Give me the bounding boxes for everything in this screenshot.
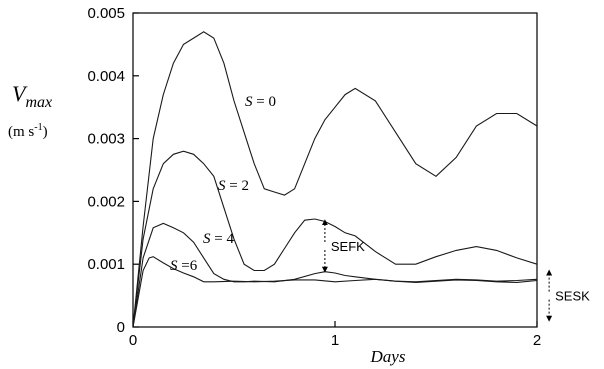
series-label-2: S = 4: [203, 231, 234, 247]
y-axis-label: Vmax: [12, 81, 52, 111]
y-axis-units-main: (m s: [8, 124, 34, 140]
series-label-symbol: S: [245, 94, 253, 110]
series-label-symbol: S: [218, 178, 226, 194]
y-axis-subscript: max: [25, 94, 52, 111]
y-axis-symbol: V: [12, 81, 28, 106]
y-tick-label: 0.002: [87, 193, 125, 210]
series-label-symbol: S: [203, 231, 211, 247]
y-axis-units: (m s-1): [8, 122, 48, 140]
y-tick-label: 0.003: [87, 131, 125, 148]
x-tick-label: 1: [331, 332, 339, 349]
series-lines: [132, 31, 538, 328]
series-line-3: [132, 256, 538, 328]
series-label-value: = 4: [211, 231, 235, 247]
series-label-0: S = 0: [245, 94, 276, 110]
series-label-value: = 0: [253, 94, 276, 110]
x-axis-label: Days: [370, 347, 406, 366]
annotation-label-sefk: SEFK: [331, 239, 365, 254]
y-tick-label: 0: [117, 319, 125, 336]
series-label-1: S = 2: [218, 178, 249, 194]
y-axis-units-close: ): [43, 124, 48, 140]
x-tick-label: 2: [533, 332, 541, 349]
annotations: SEFK SESK: [321, 219, 590, 322]
series-label-value: = 2: [226, 178, 249, 194]
series-label-3: S =6: [170, 258, 198, 274]
series-label-value: =6: [178, 258, 198, 274]
series-labels: S = 0S = 2S = 4S =6: [170, 94, 276, 274]
annotation-label-sesk: SESK: [555, 289, 590, 304]
series-label-symbol: S: [170, 258, 178, 274]
axis-ticks: 0 0.001 0.002 0.003 0.004 0.005 0 1 2: [87, 5, 541, 349]
y-tick-label: 0.004: [87, 68, 125, 85]
x-tick-label: 0: [129, 332, 137, 349]
series-line-1: [132, 150, 538, 328]
y-axis-units-sup: -1: [34, 122, 42, 133]
series-line-0: [132, 31, 538, 328]
y-tick-label: 0.001: [87, 256, 125, 273]
series-line-2: [132, 222, 538, 328]
y-tick-label: 0.005: [87, 5, 125, 22]
